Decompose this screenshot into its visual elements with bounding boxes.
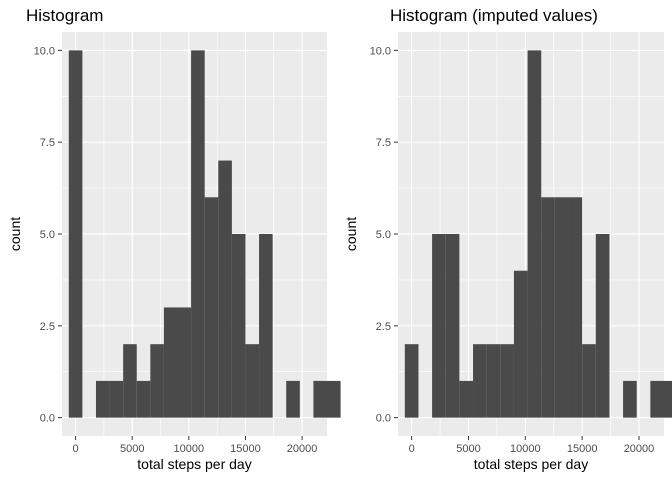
histogram-bar [527,50,542,418]
histogram-bar [432,234,446,418]
histogram-bar [486,344,501,418]
histogram-bar [623,380,637,418]
y-tick-label: 10.0 [34,45,55,57]
x-tick-label: 5000 [120,443,144,455]
histogram-bar [500,344,514,418]
x-tick-label: 15000 [230,443,261,455]
histogram-bar [445,234,460,418]
histogram-bar [231,234,246,418]
histogram-bar [123,344,137,418]
histogram-bar [68,50,83,418]
histogram-bar [459,380,474,418]
histogram-bar [245,344,260,418]
x-tick-label: 0 [409,443,415,455]
histogram-bar [191,50,205,418]
histogram-bar [286,380,300,418]
histogram-bar [568,197,583,418]
histogram-bar [404,344,419,418]
y-tick-label: 7.5 [376,137,391,149]
y-tick-label: 0.0 [376,413,391,425]
histogram-bar [95,380,110,418]
left-histogram-panel: 0 5000 10000 15000 20000 0.0 2.5 5.0 7.5 10.0 Hist… [7,6,341,472]
histogram-bar [177,307,192,418]
histogram-bar [313,380,327,418]
histogram-bar [150,344,164,418]
y-tick-label: 2.5 [40,321,55,333]
x-tick-label: 20000 [624,443,655,455]
histogram-bar [650,380,664,418]
x-tick-label: 5000 [456,443,480,455]
histogram-bar [163,307,178,418]
histogram-bar [259,234,273,418]
histogram-bar [136,380,151,418]
y-tick-label: 7.5 [40,137,55,149]
chart-title: Histogram (imputed values) [390,6,598,25]
x-tick-label: 10000 [174,443,205,455]
y-tick-label: 5.0 [376,229,391,241]
histogram-bar [218,160,232,418]
right-histogram-panel: 0 5000 10000 15000 20000 0.0 2.5 5.0 7.5 10.0 Hist… [343,6,672,472]
y-axis-title: count [7,217,23,251]
x-tick-label: 10000 [510,443,541,455]
histogram-bar [327,380,341,418]
y-axis-title: count [343,217,359,251]
histogram-bar [582,344,596,418]
x-axis-title: total steps per day [137,456,251,472]
x-tick-label: 15000 [567,443,598,455]
histogram-bar [554,197,569,418]
x-axis-title: total steps per day [474,456,588,472]
y-tick-label: 10.0 [370,45,391,57]
histogram-bar [109,380,124,418]
y-tick-label: 5.0 [40,229,55,241]
histogram-bar [513,270,528,418]
histogram-bar [204,197,219,418]
x-tick-label: 20000 [287,443,318,455]
histogram-bar [595,234,610,418]
histogram-bar [541,197,555,418]
histogram-bar [664,380,672,418]
chart-title: Histogram [26,6,103,25]
histogram-bar [473,344,487,418]
x-tick-label: 0 [73,443,79,455]
y-tick-label: 2.5 [376,321,391,333]
y-tick-label: 0.0 [40,413,55,425]
